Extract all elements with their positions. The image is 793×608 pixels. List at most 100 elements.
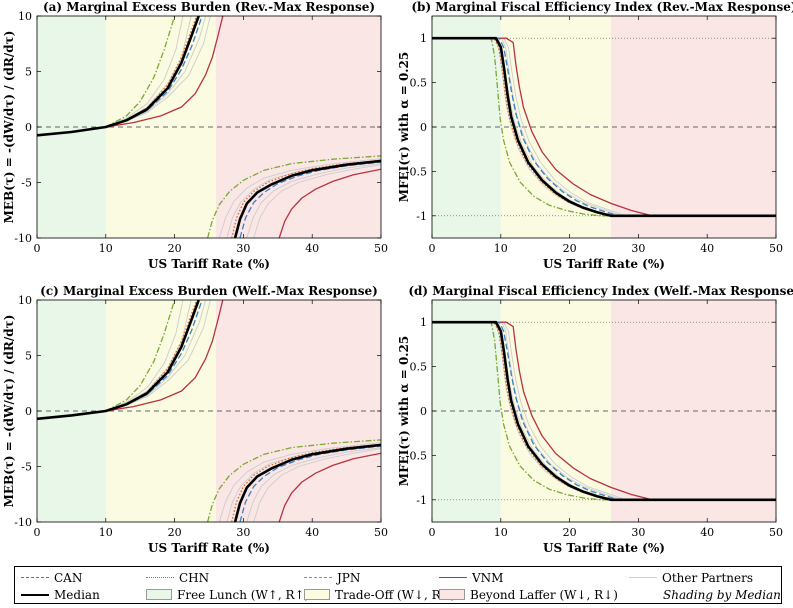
legend-item-beyond-laffer: Beyond Laffer (W↓, R↓) (439, 586, 618, 603)
y-tick-label: 1 (420, 32, 427, 45)
legend-swatch-beyond-laffer (439, 589, 465, 600)
series-line-vnm (278, 452, 381, 522)
x-tick-label: 10 (494, 242, 508, 255)
x-tick-label: 30 (236, 526, 250, 539)
x-tick-label: 0 (34, 526, 41, 539)
legend-note: Shading by Median (663, 587, 781, 602)
y-axis-label: MEB(τ) = -(dW/dτ) / (dR/dτ) (2, 31, 16, 224)
x-tick-label: 20 (168, 526, 182, 539)
x-tick-label: 0 (429, 242, 436, 255)
legend-item-other: Other Partners (629, 569, 753, 586)
legend-item-vnm: VNM (439, 569, 503, 586)
series-line-vnm (278, 168, 381, 238)
region-trade-off (105, 16, 216, 238)
series-line-can (432, 321, 776, 501)
legend-label-median: Median (54, 587, 100, 602)
y-tick-label: 10 (18, 10, 32, 23)
legend-label-other: Other Partners (662, 570, 754, 585)
legend-label-can: CAN (54, 570, 83, 585)
series-line-median (37, 16, 200, 137)
legend-swatch-chn (146, 577, 174, 578)
panel-title: (a) Marginal Excess Burden (Rev.-Max Res… (43, 0, 375, 14)
legend-label-beyond-laffer: Beyond Laffer (W↓, R↓) (470, 587, 618, 602)
plot-area (37, 16, 381, 238)
plot-area (432, 36, 776, 218)
x-tick-label: 20 (563, 526, 577, 539)
legend-label-vnm: VNM (472, 570, 504, 585)
x-tick-label: 20 (563, 242, 577, 255)
x-tick-label: 50 (769, 242, 783, 255)
y-tick-label: -10 (14, 232, 32, 245)
y-tick-label: 10 (18, 294, 32, 307)
x-axis-label: US Tariff Rate (%) (148, 257, 270, 271)
x-tick-label: 0 (34, 242, 41, 255)
legend: CAN Median CHN Free Lunch (W↑, R↑) JPN T… (14, 566, 782, 604)
y-tick-label: 5 (25, 350, 32, 363)
series-line-other-partners (253, 448, 381, 522)
x-tick-label: 30 (631, 526, 645, 539)
panel-d: 0 10 20 30 40 50 -1 -0.5 0 0.5 1 (d) Marginal Fisca… (397, 284, 793, 555)
x-axis-label: US Tariff Rate (%) (543, 257, 665, 271)
x-tick-label: 40 (305, 242, 319, 255)
y-tick-label: 5 (25, 66, 32, 79)
y-tick-label: -5 (21, 461, 32, 474)
legend-label-free-lunch: Free Lunch (W↑, R↑) (177, 587, 310, 602)
legend-item-median: Median (21, 586, 100, 603)
series-line-jpn (432, 321, 776, 501)
legend-swatch-median (21, 593, 49, 596)
panel-a: 0 10 20 30 40 50 -10 -5 0 5 10 (a) Marginal Excess … (2, 0, 388, 271)
x-tick-label: 50 (769, 526, 783, 539)
x-axis-label: US Tariff Rate (%) (148, 541, 270, 555)
legend-swatch-jpn (304, 577, 332, 578)
y-tick-label: -5 (21, 177, 32, 190)
series-line-jpn (206, 155, 381, 238)
x-axis-label: US Tariff Rate (%) (543, 541, 665, 555)
series-line-other-partners (218, 442, 381, 522)
legend-item-free-lunch: Free Lunch (W↑, R↑) (146, 586, 309, 603)
legend-swatch-free-lunch (146, 589, 172, 600)
series-line-median (432, 36, 776, 218)
series-line-median (37, 300, 200, 421)
legend-label-trade-off: Trade-Off (W↓, R↑) (335, 587, 456, 602)
x-tick-label: 10 (99, 526, 113, 539)
y-axis-label: MFEI(τ) with α = 0.25 (397, 52, 411, 202)
y-tick-label: 0.5 (410, 361, 428, 374)
series-line-other-partners (246, 163, 381, 238)
series-line-jpn (206, 439, 381, 522)
y-tick-label: 0 (25, 121, 32, 134)
panel-b: 0 10 20 30 40 50 -1 -0.5 0 0.5 1 (b) Marginal Fisca… (397, 0, 793, 271)
x-tick-label: 40 (700, 526, 714, 539)
x-tick-label: 30 (631, 242, 645, 255)
series-line-other-partners (432, 37, 776, 217)
y-axis-label: MFEI(τ) with α = 0.25 (397, 336, 411, 486)
series-line-jpn (432, 37, 776, 217)
legend-item-trade-off: Trade-Off (W↓, R↑) (304, 586, 455, 603)
series-line-vnm (432, 37, 776, 217)
y-tick-label: 0 (25, 405, 32, 418)
y-tick-label: 0.5 (410, 77, 428, 90)
series-line-median (233, 443, 381, 522)
plot-area (432, 320, 776, 502)
legend-swatch-vnm (439, 577, 467, 578)
series-line-can (432, 37, 776, 217)
legend-item-chn: CHN (146, 569, 209, 586)
x-tick-label: 10 (494, 526, 508, 539)
x-tick-label: 30 (236, 242, 250, 255)
y-tick-label: -0.5 (406, 165, 427, 178)
y-tick-label: -1 (416, 210, 427, 223)
series-line-median (233, 159, 381, 238)
series-line-other-partners (432, 321, 776, 501)
y-tick-label: -10 (14, 516, 32, 529)
y-tick-label: 1 (420, 316, 427, 329)
x-tick-label: 20 (168, 242, 182, 255)
panel-title: (c) Marginal Excess Burden (Welf.-Max Re… (40, 284, 378, 298)
legend-label-jpn: JPN (337, 570, 361, 585)
series-line-other-partners (432, 37, 776, 217)
x-tick-label: 40 (700, 242, 714, 255)
series-line-vnm (432, 321, 776, 501)
legend-label-chn: CHN (179, 570, 210, 585)
legend-item-jpn: JPN (304, 569, 360, 586)
series-line-other-partners (253, 164, 381, 238)
